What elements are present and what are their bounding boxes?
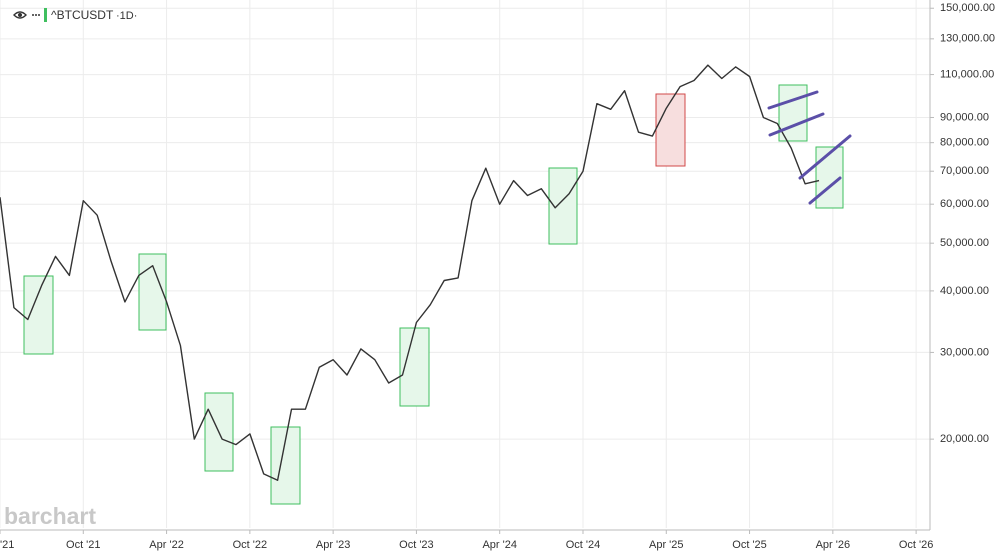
x-tick-label: Apr '23 (316, 539, 351, 551)
y-tick-label: 130,000.00 (940, 33, 995, 45)
y-tick-label: 50,000.00 (940, 237, 989, 249)
green-box (778, 84, 808, 142)
eye-icon[interactable] (13, 11, 27, 19)
menu-dot[interactable] (32, 14, 34, 16)
y-tick-label: 40,000.00 (940, 285, 989, 297)
menu-dot (35, 14, 37, 16)
x-tick-label: Oct '21 (66, 539, 101, 551)
plot (0, 64, 820, 481)
trend-line (767, 90, 819, 110)
x-tick-label: Oct '26 (899, 539, 934, 551)
green-box (23, 275, 54, 355)
symbol: ^BTCUSDT (51, 8, 114, 22)
trend-lines (767, 90, 852, 205)
x-tick-label: Oct '25 (732, 539, 767, 551)
symbol-marker (44, 8, 47, 22)
x-tick-label: Apr '24 (482, 539, 517, 551)
trend-line (798, 134, 852, 180)
y-tick-label: 80,000.00 (940, 137, 989, 149)
y-tick-label: 30,000.00 (940, 346, 989, 358)
interval: ·1D· (116, 10, 137, 22)
trend-line (768, 112, 825, 137)
menu-dot (38, 14, 40, 16)
x-tick-label: Oct '24 (566, 539, 601, 551)
x-tick-label: Oct '22 (233, 539, 268, 551)
price-line (0, 64, 820, 481)
y-tick-label: 150,000.00 (940, 2, 995, 14)
red-box (655, 93, 686, 167)
y-tick-label: 110,000.00 (940, 68, 994, 80)
watermark: barchart (4, 503, 96, 529)
y-tick-label: 60,000.00 (940, 198, 989, 210)
x-tick-label: Oct '23 (399, 539, 434, 551)
x-tick-label: Apr '26 (816, 539, 851, 551)
x-tick-label: Apr '22 (149, 539, 184, 551)
eye-pupil (18, 13, 22, 17)
header: ^BTCUSDT ·1D· (13, 8, 137, 22)
green-box (815, 146, 844, 209)
trend-line (808, 176, 842, 205)
x-tick-label: '21 (0, 539, 14, 551)
y-tick-label: 70,000.00 (940, 165, 989, 177)
y-tick-label: 90,000.00 (940, 111, 989, 123)
x-tick-label: Apr '25 (649, 539, 684, 551)
y-tick-label: 20,000.00 (940, 433, 989, 445)
